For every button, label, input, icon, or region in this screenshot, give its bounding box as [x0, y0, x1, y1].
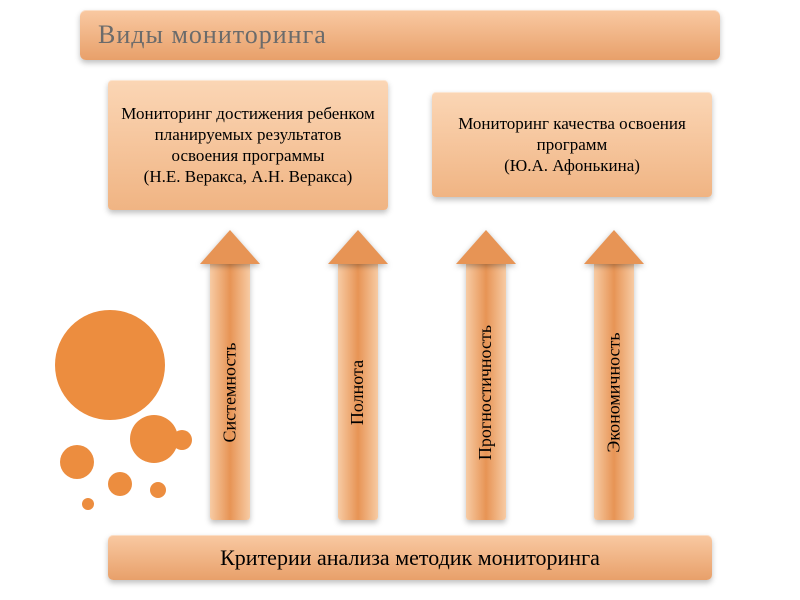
arrow-economy: Экономичность [584, 230, 644, 520]
title-text: Виды мониторинга [98, 20, 327, 50]
arrow-body: Прогностичность [466, 264, 506, 520]
arrow-head-icon [584, 230, 644, 264]
arrow-head-icon [456, 230, 516, 264]
arrow-label: Полнота [348, 359, 369, 424]
bottom-bar: Критерии анализа методик мониторинга [108, 535, 712, 580]
arrow-head-icon [328, 230, 388, 264]
arrow-head-icon [200, 230, 260, 264]
box-left-text: Мониторинг достижения ребенком планируем… [120, 103, 376, 188]
box-right-text: Мониторинг качества освоения программ(Ю.… [444, 113, 700, 177]
title-bar: Виды мониторинга [80, 10, 720, 60]
decor-circle [60, 445, 94, 479]
decor-circle [172, 430, 192, 450]
arrow-body: Экономичность [594, 264, 634, 520]
bottom-text: Критерии анализа методик мониторинга [220, 545, 600, 571]
arrow-body: Полнота [338, 264, 378, 520]
decor-circle [55, 310, 165, 420]
arrow-prognosticity: Прогностичность [456, 230, 516, 520]
decor-circle [82, 498, 94, 510]
decor-circle [108, 472, 132, 496]
box-monitoring-achievement: Мониторинг достижения ребенком планируем… [108, 80, 388, 210]
arrow-label: Прогностичность [476, 324, 497, 459]
arrow-systematicity: Системность [200, 230, 260, 520]
arrow-body: Системность [210, 264, 250, 520]
arrow-label: Системность [220, 342, 241, 442]
arrow-completeness: Полнота [328, 230, 388, 520]
arrow-label: Экономичность [604, 332, 625, 452]
decor-circle [130, 415, 178, 463]
decor-circle [150, 482, 166, 498]
box-monitoring-quality: Мониторинг качества освоения программ(Ю.… [432, 92, 712, 197]
